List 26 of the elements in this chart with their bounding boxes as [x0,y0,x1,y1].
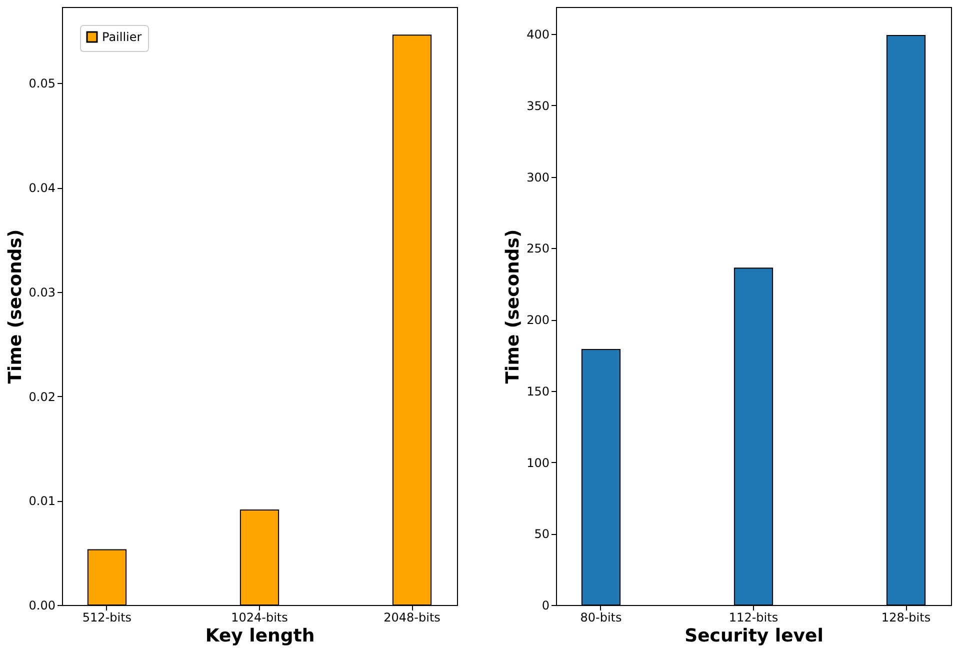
y-tick-label: 0 [542,598,550,612]
x-tick-label: 128-bits [881,610,931,624]
y-axis-title: Time (seconds) [502,229,524,384]
y-tick-label: 200 [526,313,550,328]
x-tick-label: 1024-bits [231,610,288,624]
y-tick-label: 100 [526,456,550,470]
y-tick-label: 0.00 [28,598,56,612]
y-tick-label: 0.01 [28,494,56,508]
y-tick-label: 0.02 [28,390,56,404]
y-axis-title: Time (seconds) [4,229,26,384]
y-tick-label: 400 [526,28,550,42]
x-tick-label: 512-bits [82,610,132,624]
y-tick-label: 350 [526,98,550,113]
y-tick-label: 300 [526,170,550,184]
x-axis-title: Security level [684,626,824,646]
x-tick-label: 112-bits [728,610,778,624]
x-tick-label: 2048-bits [384,610,440,624]
y-tick-label: 250 [526,242,550,256]
y-tick-label: 150 [526,384,550,398]
legend-label: Paillier [102,30,142,44]
y-tick-label: 0.04 [28,181,56,196]
x-tick-label: 80-bits [580,610,622,624]
y-tick-label: 0.03 [28,285,56,300]
y-tick-label: 0.05 [28,76,56,91]
x-axis-title: Key length [205,626,315,646]
y-tick-label: 50 [534,527,550,542]
